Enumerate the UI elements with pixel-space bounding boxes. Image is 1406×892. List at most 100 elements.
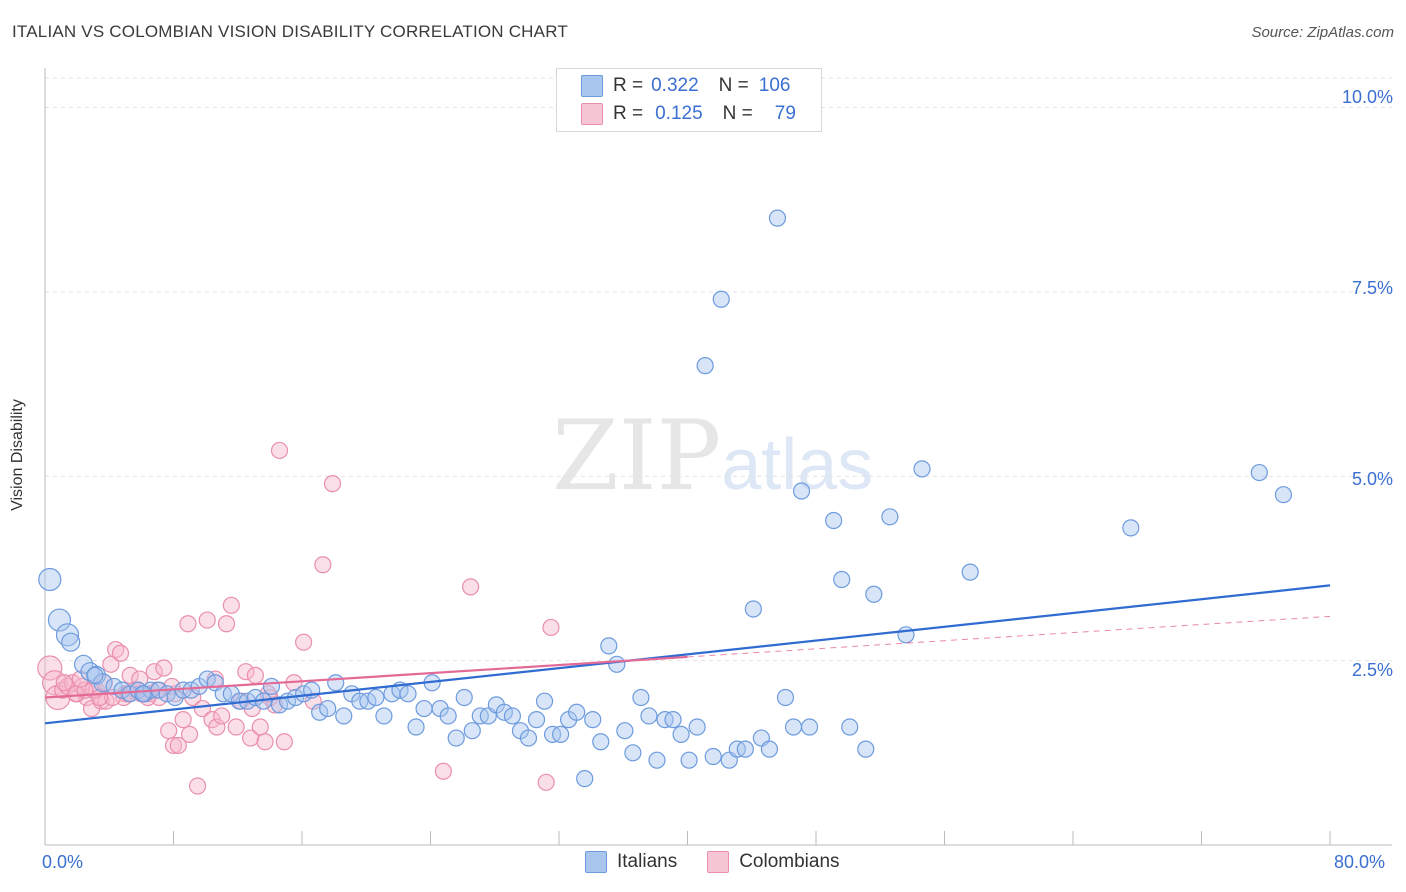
italians-point-10 [121, 685, 139, 703]
colombians-point-69 [55, 674, 73, 692]
colombians-point-38 [222, 596, 240, 614]
colombians-r-label: R = [613, 103, 644, 124]
colombians-point-45 [256, 733, 274, 751]
italians-point-81 [688, 718, 706, 736]
italians-point-109 [86, 666, 104, 684]
colombians-point-35 [208, 718, 226, 736]
italians-point-45 [399, 685, 417, 703]
colombians-point-15 [111, 644, 130, 662]
colombians-point-49 [275, 733, 293, 751]
colombians-point-37 [217, 615, 236, 633]
italians-trend-line [44, 584, 1331, 725]
colombians-point-54 [323, 475, 342, 493]
italians-point-96 [825, 511, 843, 530]
legend-item-italians[interactable]: Italians [585, 851, 677, 873]
colombians-point-29 [179, 615, 197, 633]
watermark-zip: ZIP [552, 400, 722, 512]
italians-point-53 [463, 722, 481, 740]
colombians-r-value: 0.125 [655, 103, 703, 124]
italians-legend-label: Italians [617, 851, 678, 872]
italians-point-84 [712, 290, 730, 308]
y-tick-7-5: 7.5% [1351, 278, 1393, 298]
italians-r-value: 0.322 [651, 75, 699, 96]
italians-point-57 [495, 703, 513, 721]
colombians-point-25 [160, 722, 178, 740]
colombians-point-36 [213, 707, 231, 725]
italians-point-18 [182, 681, 200, 699]
italians-point-68 [584, 711, 602, 729]
italians-point-91 [768, 209, 787, 227]
italians-point-75 [640, 707, 658, 725]
colombians-point-0 [37, 655, 63, 681]
italians-point-29 [270, 696, 289, 714]
italians-point-52 [455, 688, 473, 707]
italians-point-62 [535, 692, 554, 710]
italians-point-103 [913, 460, 931, 478]
italians-point-64 [552, 725, 570, 743]
legend-row-italians: R = 0.322 N = 106 [581, 75, 790, 97]
italians-point-72 [616, 722, 634, 740]
legend-row-colombians: R = 0.125 N = 79 [581, 103, 796, 125]
italians-point-8 [105, 677, 123, 696]
y-tick-2-5: 2.5% [1351, 660, 1393, 680]
italians-point-104 [961, 563, 979, 581]
series-legend: Italians Colombians [585, 851, 870, 873]
italians-point-105 [1122, 519, 1140, 537]
watermark-atlas: atlas [721, 425, 874, 505]
chart-title: ITALIAN VS COLOMBIAN VISION DISABILITY C… [12, 22, 568, 41]
italians-point-40 [359, 692, 377, 710]
italians-point-71 [608, 655, 626, 673]
colombians-point-53 [314, 556, 332, 574]
italians-legend-swatch [585, 851, 607, 873]
italians-point-46 [407, 718, 425, 736]
italians-r-label: R = [613, 75, 644, 96]
italians-point-4 [73, 654, 94, 674]
colombians-point-28 [174, 711, 192, 729]
colombians-point-33 [198, 611, 216, 629]
italians-n-label: N = [718, 75, 749, 96]
colombians-point-48 [270, 441, 289, 460]
legend-item-colombians[interactable]: Colombians [707, 851, 840, 873]
italians-point-80 [680, 751, 698, 769]
italians-point-50 [439, 707, 457, 725]
colombians-point-26 [164, 736, 183, 755]
colombians-n-value: 79 [774, 103, 796, 124]
italians-point-67 [576, 770, 594, 788]
zipatlas-watermark: ZIPatlas [552, 400, 873, 512]
italians-point-41 [367, 688, 385, 707]
italians-point-83 [704, 747, 722, 766]
italians-point-47 [415, 699, 433, 718]
y-tick-10-0: 10.0% [1341, 87, 1393, 107]
y-tick-5-0: 5.0% [1351, 469, 1393, 489]
italians-point-37 [335, 707, 353, 725]
italians-point-100 [865, 585, 883, 603]
italians-point-101 [881, 508, 899, 526]
x-tick-min: 0.0% [42, 852, 84, 872]
colombians-legend-swatch [707, 851, 730, 873]
italians-point-93 [784, 718, 803, 736]
colombians-point-56 [542, 618, 560, 637]
colombians-point-27 [169, 736, 187, 755]
italians-point-97 [833, 570, 851, 589]
correlation-legend: R = 0.322 N = 106 R = 0.125 N = 79 [556, 68, 822, 132]
italians-point-60 [519, 729, 538, 747]
italians-point-28 [262, 677, 281, 696]
italians-point-74 [632, 688, 650, 707]
italians-swatch [581, 75, 603, 97]
colombians-point-72 [180, 725, 199, 743]
colombians-point-39 [227, 718, 245, 736]
italians-point-1 [47, 608, 72, 632]
italians-point-95 [800, 718, 819, 736]
italians-point-79 [672, 725, 690, 743]
italians-point-88 [744, 600, 762, 618]
colombians-n-label: N = [722, 103, 753, 124]
colombians-trend-extension [687, 615, 1331, 658]
colombians-swatch [581, 103, 603, 125]
italians-point-66 [568, 703, 586, 721]
italians-point-0 [38, 567, 62, 592]
italians-point-82 [696, 357, 714, 375]
colombians-point-58 [434, 762, 452, 780]
x-tick-max: 80.0% [1334, 852, 1386, 872]
italians-point-92 [776, 688, 795, 707]
italians-point-61 [527, 711, 546, 729]
